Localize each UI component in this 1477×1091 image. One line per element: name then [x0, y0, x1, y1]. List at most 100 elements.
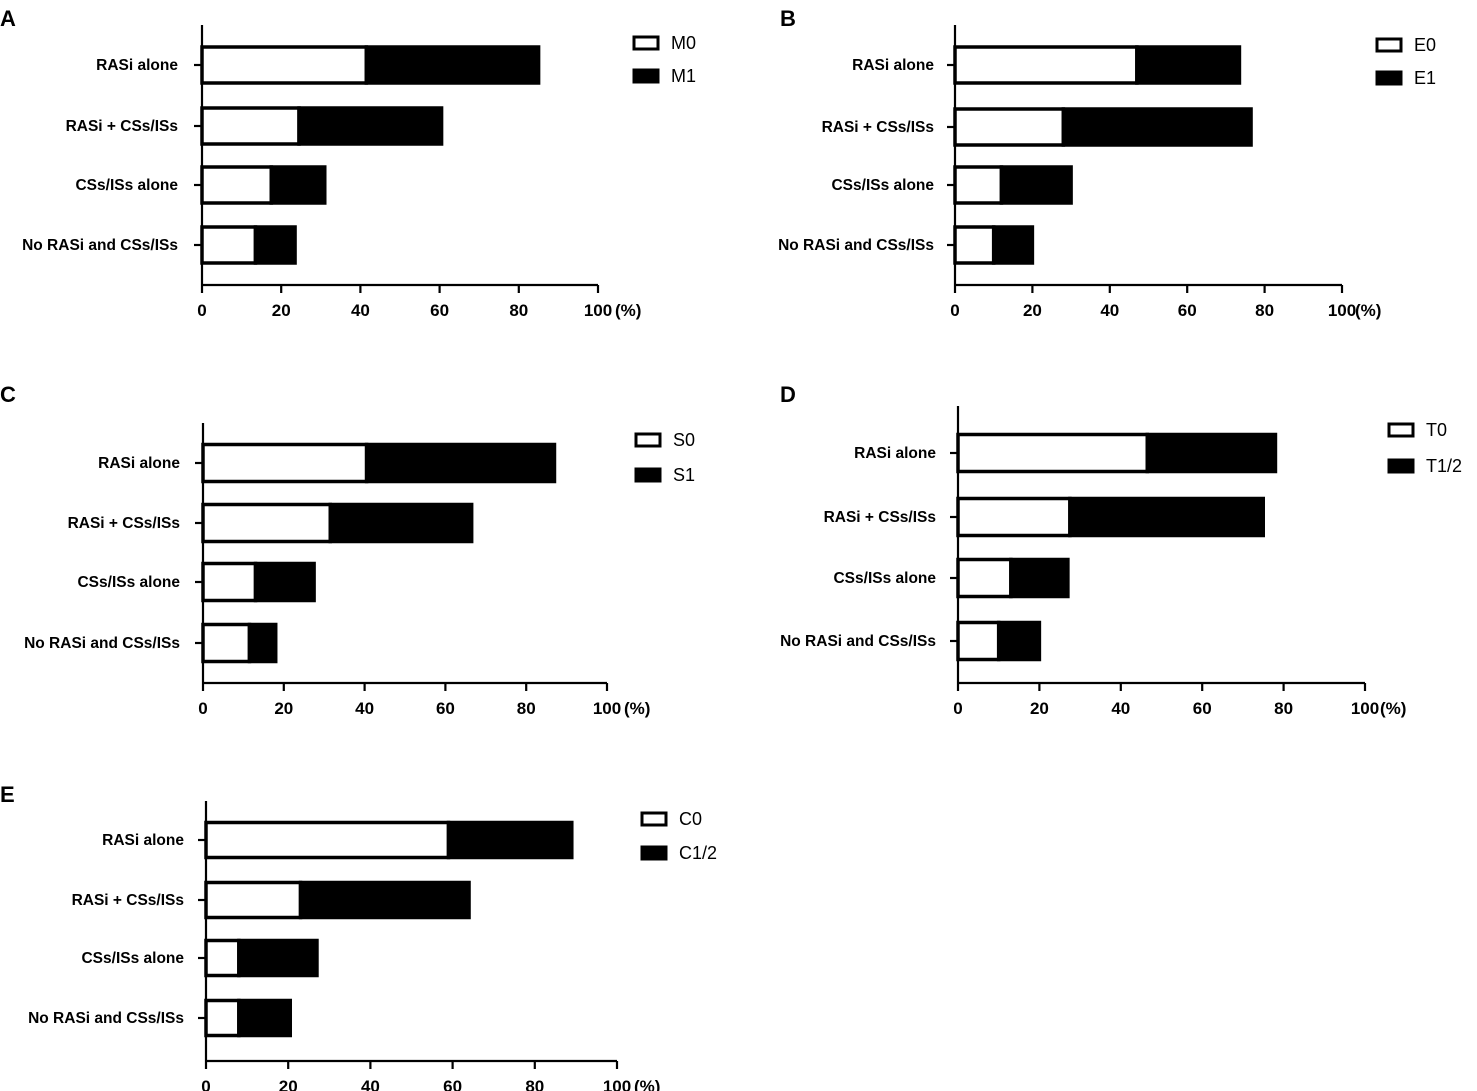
- x-tick-label: 60: [1178, 301, 1197, 320]
- category-label: RASi alone: [98, 455, 180, 472]
- bar-e0-4: [953, 225, 996, 265]
- x-tick-label: 60: [430, 301, 449, 320]
- category-label: RASi + CSs/ISs: [822, 119, 934, 136]
- legend-label: C0: [679, 809, 702, 829]
- category-label: CSs/ISs alone: [75, 177, 178, 194]
- legend-label: M1: [671, 66, 696, 86]
- x-unit-label: (%): [634, 1077, 660, 1091]
- x-tick-label: 0: [950, 301, 959, 320]
- x-unit-label: (%): [1355, 301, 1381, 320]
- x-tick-label: 0: [201, 1077, 210, 1091]
- x-tick-label: 20: [274, 699, 293, 718]
- bar-e0-3: [953, 165, 1004, 205]
- legend-swatch-t0: [1387, 422, 1415, 438]
- x-tick-label: 40: [351, 301, 370, 320]
- category-label: No RASi and CSs/ISs: [24, 635, 180, 652]
- category-label: CSs/ISs alone: [81, 950, 184, 967]
- chart-panel-c: C RASi alone RASi + CSs/ISs CSs/ISs alone No…: [0, 382, 695, 718]
- bar-t0-1: [956, 432, 1150, 474]
- x-tick-label: 80: [1255, 301, 1274, 320]
- bar-s1-2: [328, 502, 474, 544]
- legend-label: C1/2: [679, 843, 717, 863]
- bar-s1-4: [247, 622, 278, 664]
- x-tick-label: 80: [509, 301, 528, 320]
- category-label: No RASi and CSs/ISs: [28, 1010, 184, 1027]
- panel-letter: D: [780, 382, 796, 407]
- bar-m0-3: [200, 165, 274, 205]
- bar-t0-2: [956, 496, 1072, 538]
- bar-t0-4: [956, 620, 1001, 662]
- category-label: RASi + CSs/ISs: [824, 509, 936, 526]
- legend-swatch-t1-2: [1387, 458, 1415, 474]
- legend-label: E0: [1414, 35, 1436, 55]
- category-label: No RASi and CSs/ISs: [780, 633, 936, 650]
- category-label: RASi alone: [852, 57, 934, 74]
- x-tick-label: 40: [1100, 301, 1119, 320]
- legend-label: T1/2: [1426, 456, 1462, 476]
- legend-swatch-m1: [632, 68, 660, 84]
- panel-letter: E: [0, 782, 15, 807]
- bar-m1-2: [297, 106, 444, 146]
- bar-s1-1: [364, 442, 557, 484]
- x-tick-label: 20: [272, 301, 291, 320]
- x-tick-label: 40: [361, 1077, 380, 1091]
- bar-m1-1: [364, 45, 541, 85]
- panel-letter: A: [0, 6, 16, 31]
- category-label: CSs/ISs alone: [77, 574, 180, 591]
- bar-e1-2: [1061, 107, 1253, 147]
- bar-m0-2: [200, 106, 301, 146]
- bar-s1-3: [253, 561, 316, 603]
- category-label: CSs/ISs alone: [833, 570, 936, 587]
- x-tick-label: 80: [1274, 699, 1293, 718]
- category-label: RASi + CSs/ISs: [72, 892, 184, 909]
- category-label: RASi alone: [102, 832, 184, 849]
- x-tick-label: 0: [953, 699, 962, 718]
- bar-t1-2-1: [1145, 432, 1278, 474]
- bar-e0-1: [953, 45, 1139, 85]
- category-label: RASi + CSs/ISs: [66, 118, 178, 135]
- legend-swatch-e1: [1375, 70, 1403, 86]
- category-label: No RASi and CSs/ISs: [778, 237, 934, 254]
- x-tick-label: 40: [355, 699, 374, 718]
- x-tick-label: 100: [603, 1077, 631, 1091]
- bar-t1-2-4: [996, 620, 1042, 662]
- legend-swatch-c0: [640, 811, 668, 827]
- legend-swatch-e0: [1375, 37, 1403, 53]
- panel-letter: C: [0, 382, 16, 407]
- bar-s0-1: [201, 442, 369, 484]
- bar-c0-3: [204, 938, 241, 978]
- category-label: RASi + CSs/ISs: [68, 515, 180, 532]
- x-tick-label: 40: [1111, 699, 1130, 718]
- bar-m1-4: [253, 225, 297, 265]
- bar-s0-2: [201, 502, 333, 544]
- x-tick-label: 20: [1030, 699, 1049, 718]
- x-unit-label: (%): [624, 699, 650, 718]
- x-tick-label: 20: [1023, 301, 1042, 320]
- bar-t1-2-3: [1009, 557, 1070, 599]
- x-tick-label: 100: [1351, 699, 1379, 718]
- x-unit-label: (%): [615, 301, 641, 320]
- bar-c1-2-1: [446, 820, 574, 860]
- x-tick-label: 100: [584, 301, 612, 320]
- legend-label: E1: [1414, 68, 1436, 88]
- bar-m1-3: [269, 165, 327, 205]
- chart-panel-a: A RASi alone RASi + CSs/ISs CSs/ISs alone No…: [0, 6, 696, 320]
- chart-panel-d: D RASi alone RASi + CSs/ISs CSs/ISs alone No…: [780, 382, 1462, 718]
- legend-swatch-s1: [634, 467, 662, 483]
- legend-label: S1: [673, 465, 695, 485]
- bar-e1-1: [1135, 45, 1242, 85]
- legend-swatch-m0: [632, 35, 660, 51]
- bar-c1-2-3: [237, 938, 319, 978]
- x-tick-label: 100: [593, 699, 621, 718]
- bar-c0-1: [204, 820, 451, 860]
- category-label: CSs/ISs alone: [831, 177, 934, 194]
- bar-t0-3: [956, 557, 1013, 599]
- category-label: RASi alone: [854, 445, 936, 462]
- bar-m0-4: [200, 225, 258, 265]
- bar-e0-2: [953, 107, 1066, 147]
- bar-c0-2: [204, 880, 303, 920]
- bar-c1-2-2: [298, 880, 471, 920]
- x-tick-label: 60: [443, 1077, 462, 1091]
- category-label: RASi alone: [96, 57, 178, 74]
